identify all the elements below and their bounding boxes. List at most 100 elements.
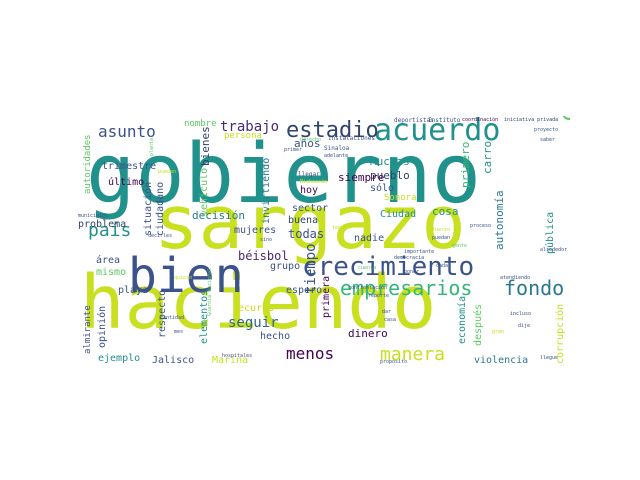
cloud-word: refuerzo [426, 227, 451, 233]
cloud-word: sólo [370, 183, 395, 194]
cloud-word: gobierno [86, 127, 481, 222]
cloud-word: atendiendo [500, 275, 531, 281]
cloud-word: sargazo [154, 180, 466, 266]
cloud-word: grupo [270, 261, 301, 272]
cloud-word: situación [143, 181, 154, 236]
cloud-word: asunto [98, 122, 156, 141]
cloud-word: opinión [97, 305, 108, 348]
word-cloud: gobierno sargazo haciendo bien acuerdo c… [78, 116, 570, 368]
cloud-word: Michoacán [300, 179, 328, 185]
cloud-word: poner [404, 269, 420, 275]
cloud-word: gran [492, 329, 505, 335]
cloud-word: bienes [199, 126, 212, 166]
cloud-word: playa [118, 285, 149, 296]
cloud-word: Ciudad [380, 209, 417, 220]
cloud-word: respecto [157, 289, 168, 338]
cloud-word: Instituto [428, 117, 461, 124]
cloud-word: gente [452, 243, 468, 249]
cloud-word: pueden [158, 169, 177, 175]
cloud-word: Sinaloa [324, 145, 350, 152]
cloud-word: mujeres [234, 225, 277, 236]
cloud-word: área [96, 255, 121, 266]
cloud-word: Jalisco [152, 355, 195, 366]
cloud-word: Sonora [384, 193, 417, 203]
cloud-word: primera [321, 275, 332, 318]
cloud-word: recurso [232, 303, 275, 314]
cloud-word: problema [78, 219, 127, 230]
cloud-word: acuerdo [374, 116, 501, 148]
cloud-word: sector [292, 203, 329, 214]
cloud-word: pueblo [370, 169, 410, 182]
cloud-word: persona [224, 131, 262, 141]
cloud-word: derecho [300, 137, 322, 143]
cloud-word: incluso [510, 311, 532, 317]
cloud-word: almirante [83, 305, 93, 354]
cloud-word: siempre [338, 171, 385, 184]
cloud-word: empresarios [340, 276, 473, 300]
cloud-word: ciudadano [155, 181, 166, 236]
cloud-word: puedan [432, 235, 451, 241]
cloud-word: Marina [212, 355, 249, 366]
cloud-word: violencia [474, 355, 529, 366]
cloud-word: años [294, 137, 321, 150]
cloud-word: fondo [504, 276, 565, 300]
cloud-word: seguir [228, 315, 279, 331]
cloud-word: Muchas [370, 155, 410, 168]
cloud-word: nombre [184, 119, 217, 129]
cloud-word: adelante [324, 153, 349, 159]
cloud-word: ejemplo [98, 353, 141, 364]
cloud-word: estadio [286, 118, 379, 143]
cloud-word: deportistas [394, 117, 434, 124]
cloud-word: buena [288, 215, 319, 226]
cloud-word: vehículo [199, 167, 210, 216]
cloud-word: confrontación [348, 285, 388, 291]
cloud-word: crecimiento [302, 252, 475, 282]
cloud-word: coordinación [462, 117, 499, 123]
cloud-word: menos [286, 344, 335, 363]
cloud-word: país [88, 220, 132, 241]
cloud-word: cantidad [160, 315, 185, 321]
cloud-word: tengo [332, 225, 348, 231]
cloud-word: trabajo [220, 119, 280, 135]
cloud-word: primer [284, 147, 303, 153]
cloud-word: planta [149, 137, 155, 156]
cloud-word: último [108, 177, 145, 188]
cloud-word: hecho [260, 331, 291, 342]
cloud-word: iniciativa privada [504, 117, 559, 123]
cloud-word: llegue [540, 355, 559, 361]
cloud-word: democracia [394, 255, 425, 261]
cloud-word: carro [481, 140, 494, 174]
cloud-word: hoy [300, 185, 319, 196]
cloud-word: dinero [348, 327, 388, 340]
cloud-word: hospitales [222, 353, 253, 359]
cloud-word: bien [128, 248, 244, 304]
cloud-word: instalaciones [328, 135, 375, 142]
cloud-word: economía [457, 295, 468, 344]
cloud-word: proceso [470, 223, 492, 229]
cloud-word: confianza [556, 116, 570, 122]
cloud-word: cada [436, 263, 449, 269]
cloud-word: llegar [298, 171, 320, 178]
cloud-word: alrededor [540, 247, 568, 253]
cloud-word: municipios [78, 213, 109, 219]
cloud-word: todas [288, 227, 325, 241]
cloud-word: nadie [354, 233, 385, 244]
cloud-word: quiero [174, 275, 193, 281]
cloud-word: cosa [432, 205, 459, 218]
cloud-word: autoridades [83, 134, 93, 194]
cloud-word: dar [382, 309, 392, 315]
cloud-word: decisión [192, 209, 245, 222]
cloud-word: béisbol [238, 249, 289, 263]
cloud-word: haciendo [80, 260, 437, 346]
cloud-word: invirtiendo [261, 157, 272, 224]
cloud-word: saber [540, 137, 556, 143]
cloud-word: trimestre [102, 161, 157, 172]
cloud-word: mismo [96, 267, 127, 278]
cloud-word: manera [380, 344, 446, 365]
cloud-word: primero [459, 141, 472, 188]
cloud-word: proyecto [534, 127, 559, 133]
cloud-word: dije [518, 323, 531, 329]
cloud-word: decirles [148, 233, 173, 239]
cloud-word: sino [260, 237, 273, 243]
cloud-word: autonomía [493, 190, 506, 250]
